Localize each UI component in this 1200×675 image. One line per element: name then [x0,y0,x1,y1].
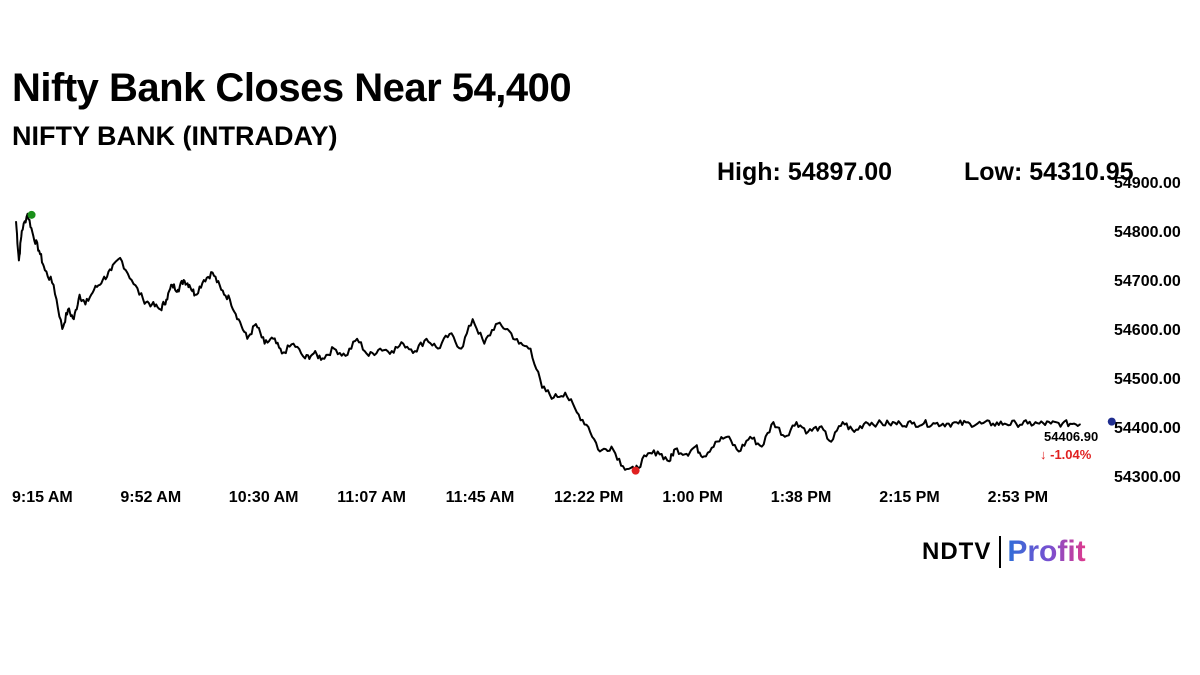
x-tick-label: 9:52 AM [120,489,181,506]
chart-subtitle: NIFTY BANK (INTRADAY) [12,121,338,151]
x-tick-label: 11:45 AM [446,489,515,506]
y-axis: 54900.00 54800.00 54700.00 54600.00 54500.00… [1114,175,1181,486]
ndtv-profit-logo: NDTV Profit [922,534,1086,570]
x-tick-label: 2:15 PM [879,489,939,506]
y-tick-label: 54900.00 [1114,175,1181,192]
x-tick-label: 9:15 AM [12,489,73,506]
open-marker [27,210,36,219]
low-value: Low: 54310.95 [964,158,1134,186]
x-tick-label: 2:53 PM [988,489,1048,506]
price-series-line [15,212,1081,472]
logo-profit-text: Profit [1007,535,1086,568]
x-tick-label: 1:38 PM [771,489,831,506]
high-value: High: 54897.00 [717,158,893,186]
logo-ndtv-text: NDTV [922,538,992,565]
y-tick-label: 54700.00 [1114,273,1181,290]
close-marker [1107,417,1116,426]
change-percent-label: ↓ -1.04% [1040,447,1092,462]
x-tick-label: 1:00 PM [662,489,722,506]
x-tick-label: 10:30 AM [229,489,299,506]
y-tick-label: 54300.00 [1114,469,1181,486]
low-marker [631,466,640,475]
page-title: Nifty Bank Closes Near 54,400 [12,66,572,110]
x-tick-label: 11:07 AM [337,489,406,506]
close-value-label: 54406.90 [1044,429,1098,444]
x-axis: 9:15 AM 9:52 AM 10:30 AM 11:07 AM 11:45 AM 12… [12,489,1048,506]
x-tick-label: 12:22 PM [554,489,623,506]
y-tick-label: 54600.00 [1114,322,1181,339]
logo-divider [999,536,1002,568]
y-tick-label: 54400.00 [1114,420,1181,437]
y-tick-label: 54800.00 [1114,224,1181,241]
y-tick-label: 54500.00 [1114,371,1181,388]
